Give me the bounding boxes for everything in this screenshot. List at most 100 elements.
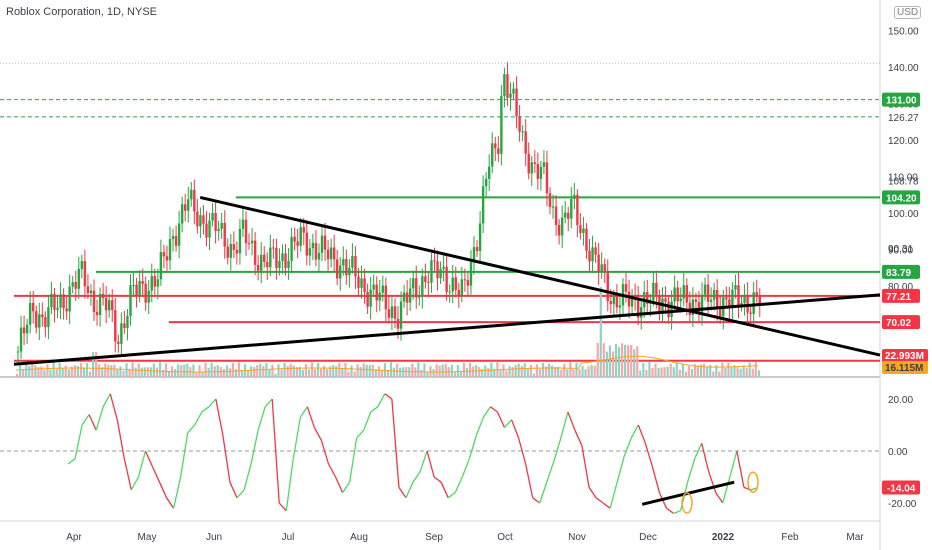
oscillator-segment xyxy=(701,443,710,472)
volume-bar xyxy=(347,371,350,377)
price-label: 83.79 xyxy=(886,268,911,279)
volume-bar xyxy=(535,364,539,377)
candle-body xyxy=(646,292,649,304)
volume-bar xyxy=(228,368,231,377)
trendline-support xyxy=(13,293,881,366)
candle-body xyxy=(679,298,682,302)
volume-bar xyxy=(700,364,703,377)
candle-body xyxy=(412,278,415,289)
candle-body xyxy=(740,303,743,306)
candle-body xyxy=(177,223,181,246)
volume-bar xyxy=(338,362,341,377)
oscillator-segment xyxy=(95,406,104,431)
currency-badge[interactable]: USD xyxy=(894,6,922,19)
candle-body xyxy=(527,153,530,174)
volume-bar xyxy=(143,367,146,377)
candle-body xyxy=(339,265,342,279)
time-tick-label: Apr xyxy=(66,532,82,543)
volume-bar xyxy=(234,369,238,377)
volume-bar xyxy=(541,362,545,377)
candle-body xyxy=(387,309,391,318)
volume-bar xyxy=(411,363,414,377)
time-tick-label: Dec xyxy=(639,532,657,543)
candle-body xyxy=(150,276,153,291)
volume-bar xyxy=(669,363,672,377)
volume-bar xyxy=(168,371,171,377)
volume-bar xyxy=(222,369,225,377)
volume-bar xyxy=(70,366,73,377)
volume-bar xyxy=(645,369,648,377)
candle-body xyxy=(326,249,330,260)
oscillator-segment xyxy=(292,417,301,459)
volume-bar xyxy=(277,364,280,377)
candle-body xyxy=(636,298,640,318)
price-label-box xyxy=(882,288,920,303)
candle-body xyxy=(22,327,26,334)
candle-body xyxy=(272,247,275,249)
candle-body xyxy=(372,284,375,290)
candle-body xyxy=(123,323,126,328)
candle-body xyxy=(86,286,90,294)
volume-bar xyxy=(727,362,730,377)
oscillator-segment xyxy=(637,424,646,444)
volume-bar xyxy=(155,367,159,377)
candle-body xyxy=(260,254,263,271)
candle-body xyxy=(378,292,381,301)
candle-body xyxy=(369,289,372,307)
candle-body xyxy=(357,276,360,288)
volume-bar xyxy=(748,362,751,377)
volume-bar xyxy=(344,363,347,377)
volume-bar xyxy=(624,344,627,377)
oscillator-segment xyxy=(517,437,527,465)
candle-body xyxy=(238,228,242,254)
volume-bar xyxy=(484,365,487,377)
candle-body xyxy=(509,93,512,98)
candle-body xyxy=(518,116,521,132)
volume-bar xyxy=(511,366,514,377)
candle-body xyxy=(463,279,467,281)
candle-body xyxy=(162,252,166,257)
oscillator-segment xyxy=(651,466,661,493)
candle-body xyxy=(174,236,178,246)
candle-body xyxy=(117,341,120,344)
candle-body xyxy=(448,291,451,293)
candle-body xyxy=(332,247,336,260)
candle-body xyxy=(697,301,701,314)
volume-bar xyxy=(265,363,268,377)
oscillator-segment xyxy=(123,458,133,491)
oscillator-segment xyxy=(708,471,717,493)
volume-bar xyxy=(164,363,168,377)
candle-body xyxy=(497,148,500,154)
candle-body xyxy=(187,199,190,211)
candle-body xyxy=(618,305,622,308)
candle-body xyxy=(281,253,284,262)
candle-body xyxy=(305,232,308,256)
volume-bar xyxy=(85,362,89,377)
oscillator-segment xyxy=(67,458,76,465)
candle-body xyxy=(351,255,354,268)
candle-body xyxy=(199,215,202,227)
volume-bar xyxy=(201,371,204,377)
candle-body xyxy=(685,285,688,303)
candle-body xyxy=(597,254,600,273)
candle-body xyxy=(758,295,761,305)
candle-body xyxy=(214,212,217,232)
oscillator-segment xyxy=(532,497,541,504)
candle-body xyxy=(83,261,87,287)
volume-bar xyxy=(37,366,40,377)
candle-body xyxy=(77,268,80,289)
volume-bar xyxy=(101,367,104,377)
candle-body xyxy=(101,294,105,299)
volume-bar xyxy=(368,365,371,377)
volume-bar xyxy=(55,369,58,377)
volume-bar xyxy=(529,364,532,377)
volume-bar xyxy=(158,362,162,377)
candle-body xyxy=(475,247,479,252)
candle-body xyxy=(706,284,710,302)
candle-body xyxy=(135,284,138,296)
volume-bar xyxy=(79,362,83,377)
volume-bar xyxy=(538,369,542,377)
time-tick-label: Nov xyxy=(568,532,586,543)
candle-body xyxy=(211,212,214,221)
